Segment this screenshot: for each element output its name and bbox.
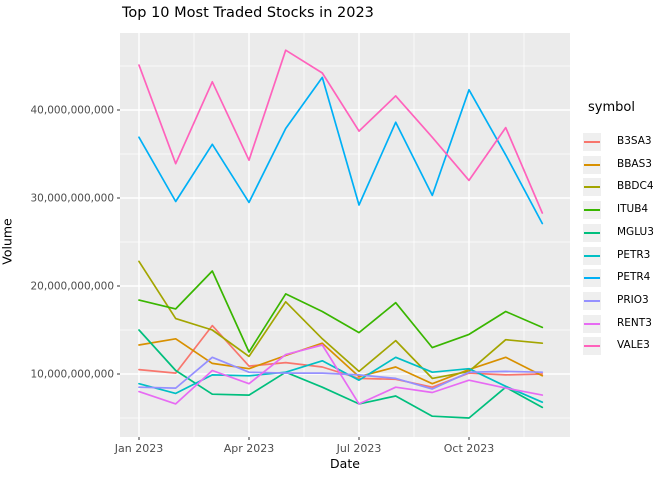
chart-title: Top 10 Most Traded Stocks in 2023 xyxy=(122,5,374,21)
x-tick-label: Jul 2023 xyxy=(336,442,382,455)
legend-item-label: VALE3 xyxy=(617,339,650,352)
legend-item-label: RENT3 xyxy=(617,316,652,329)
legend-item-label: BBDC4 xyxy=(617,180,654,193)
legend-key-swatch xyxy=(583,314,601,333)
legend-key-line xyxy=(584,141,600,143)
legend-item-label: MGLU3 xyxy=(617,225,654,238)
series-line-BBDC4 xyxy=(138,260,544,380)
series-line-B3SA3 xyxy=(138,324,544,389)
legend-key-swatch xyxy=(583,246,601,265)
legend-key-swatch xyxy=(583,201,601,220)
series-line-VALE3 xyxy=(138,49,544,214)
plot-panel xyxy=(120,33,570,437)
legend-key-swatch xyxy=(583,133,601,151)
x-tick-label: Oct 2023 xyxy=(444,442,495,455)
legend-item-label: BBAS3 xyxy=(617,157,652,170)
legend-item-label: B3SA3 xyxy=(617,135,652,147)
series-line-MGLU3 xyxy=(138,329,544,419)
series-line-BBAS3 xyxy=(138,337,544,385)
legend-item-label: ITUB4 xyxy=(617,203,649,216)
legend-key-line xyxy=(584,299,600,302)
x-tick-label: Apr 2023 xyxy=(224,442,275,455)
x-axis-title: Date xyxy=(330,456,360,471)
legend-key-line xyxy=(584,163,600,166)
legend-key-swatch xyxy=(583,291,601,310)
y-tick-label: 20,000,000,000 xyxy=(31,281,115,293)
y-tick-label: 40,000,000,000 xyxy=(31,105,115,117)
legend-key-line xyxy=(584,322,600,325)
legend-key-line xyxy=(584,254,600,257)
legend-key-line xyxy=(584,231,600,234)
series-line-RENT3 xyxy=(138,344,544,405)
legend-key-line xyxy=(584,209,600,212)
legend-key-line xyxy=(584,345,600,348)
y-tick-label: 10,000,000,000 xyxy=(31,369,115,381)
legend-item-label: PETR3 xyxy=(617,248,651,261)
legend-key-swatch xyxy=(583,337,601,356)
legend-item-label: PRIO3 xyxy=(617,293,649,306)
series-line-ITUB4 xyxy=(138,270,544,353)
legend-title: symbol xyxy=(588,100,635,115)
legend-key-line xyxy=(584,277,600,280)
legend-key-line xyxy=(584,186,600,189)
legend-item-label: PETR4 xyxy=(617,271,651,284)
legend-key-swatch xyxy=(583,269,601,288)
y-axis-title: Volume xyxy=(0,218,15,265)
x-tick-label: Jan 2023 xyxy=(114,442,163,455)
legend-key-swatch xyxy=(583,155,601,174)
legend-key-swatch xyxy=(583,223,601,242)
y-tick-label: 30,000,000,000 xyxy=(31,193,115,205)
legend-key-swatch xyxy=(583,178,601,197)
series-line-PETR4 xyxy=(138,76,544,225)
